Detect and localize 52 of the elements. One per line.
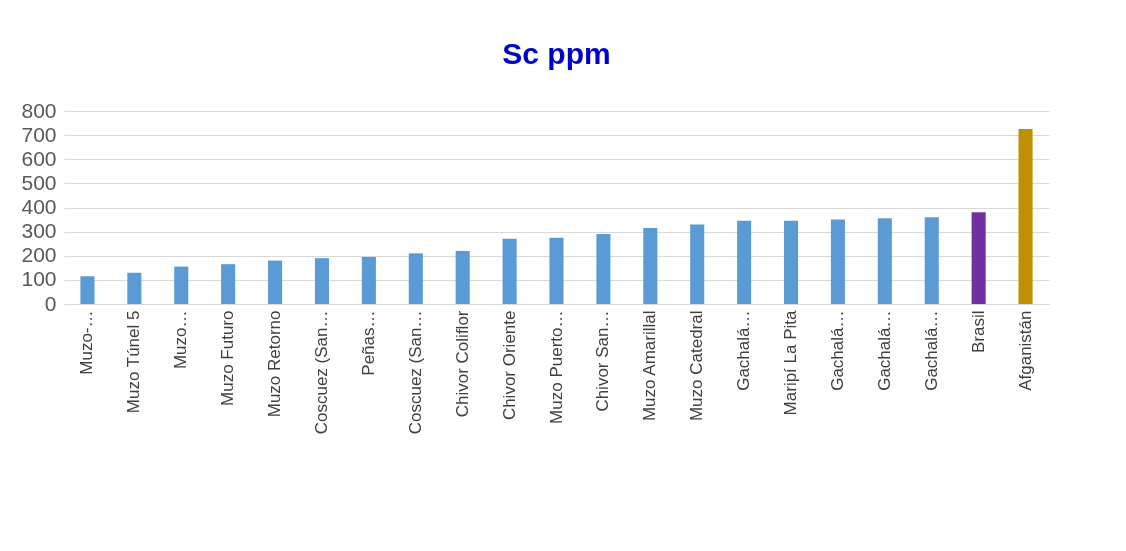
bar (877, 218, 892, 304)
bar (1018, 129, 1033, 304)
bar (690, 224, 705, 304)
bar (502, 238, 517, 304)
x-tick-label: Chivor Oriente (499, 310, 519, 421)
bar (783, 220, 799, 304)
x-tick-label: Brasil (968, 310, 988, 354)
bar (737, 220, 752, 304)
x-tick-label: Gachalá… (874, 310, 894, 391)
x-tick-label: Muzo Retorno (265, 310, 285, 418)
x-tick-label: Gachalá… (734, 310, 754, 391)
bar (268, 260, 283, 304)
bar (971, 212, 986, 304)
bar (643, 228, 658, 304)
x-tick-label: Coscuez (San… (311, 310, 331, 435)
x-tick-label: Muzo… (171, 310, 191, 370)
bar (830, 219, 845, 304)
x-tick-label: Muzo Puerto… (546, 310, 566, 424)
bar (596, 234, 611, 304)
x-tick-label: Chivor San… (593, 310, 613, 412)
bar (127, 272, 142, 304)
bar (924, 217, 939, 304)
y-tick-label: 400 (21, 195, 57, 218)
bar (174, 266, 189, 304)
bar (455, 250, 470, 304)
bar (221, 264, 236, 304)
x-tick-label: Muzo Túnel 5 (124, 310, 144, 414)
x-tick-label: Gachalá… (921, 310, 941, 391)
y-tick-label: 500 (21, 170, 57, 194)
x-tick-label: Muzo Amarillal (640, 310, 660, 422)
x-tick-label: Peñas… (358, 310, 378, 376)
y-tick-label: 700 (21, 122, 57, 146)
bar (314, 258, 330, 304)
bar (408, 253, 423, 304)
x-tick-label: Muzo Futuro (218, 310, 238, 406)
x-tick-label: Coscuez (San… (405, 310, 425, 435)
x-tick-label: Maripí La Pita (781, 309, 801, 416)
y-tick-label: 300 (21, 219, 57, 243)
x-tick-label: Chivor Coliflor (452, 310, 472, 418)
bar (549, 237, 564, 304)
x-tick-label: Afganistán (1015, 310, 1035, 391)
y-tick-label: 100 (21, 267, 57, 291)
bar (80, 276, 95, 304)
y-tick-label: 0 (44, 291, 57, 315)
bar (361, 256, 376, 304)
y-tick-label: 800 (21, 98, 57, 122)
x-tick-label: Muzo Catedral (687, 310, 707, 422)
y-tick-label: 600 (21, 146, 57, 170)
chart-title: Sc ppm (502, 37, 611, 70)
x-tick-label: Muzo-… (77, 310, 97, 375)
y-tick-label: 200 (21, 243, 57, 267)
x-tick-label: Gachalá… (827, 310, 847, 391)
